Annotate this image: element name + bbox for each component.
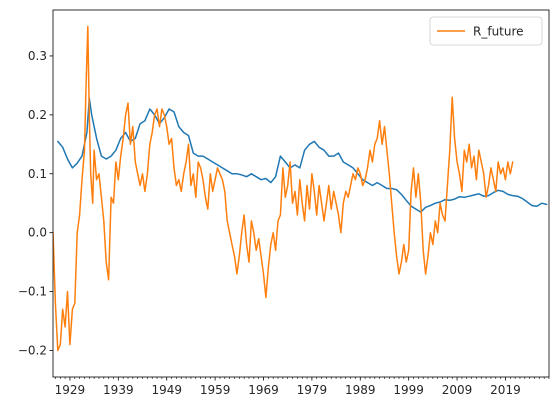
- x-tick-label: 1959: [200, 383, 231, 397]
- y-tick-label: −0.2: [18, 343, 47, 357]
- x-tick-label: 2019: [490, 383, 521, 397]
- x-tick-label: 1939: [103, 383, 134, 397]
- legend-label-r-future: R_future: [473, 25, 524, 39]
- x-tick-label: 1979: [297, 383, 328, 397]
- series-layer: [53, 25, 548, 352]
- x-tick-label: 1989: [345, 383, 376, 397]
- y-tick-label: −0.1: [18, 285, 47, 299]
- x-tick-label: 1999: [393, 383, 424, 397]
- y-tick-label: 0.1: [28, 167, 47, 181]
- x-tick-label: 1969: [248, 383, 279, 397]
- legend: R_future: [429, 16, 543, 46]
- x-tick-label: 2009: [442, 383, 473, 397]
- series-line-r-future: [53, 25, 514, 352]
- x-tick-label: 1929: [55, 383, 86, 397]
- series-line-1: [57, 97, 548, 213]
- axes-frame: [52, 9, 550, 378]
- y-tick-label: 0.2: [28, 108, 47, 122]
- x-tick-label: 1949: [151, 383, 182, 397]
- x-axis: 1929 1939 1949 1959 1969 1979 1989 1999 2009 2019: [55, 377, 550, 397]
- y-tick-label: 0.0: [28, 226, 47, 240]
- y-axis: −0.2 −0.1 0.0 0.1 0.2 0.3: [18, 49, 53, 357]
- y-tick-label: 0.3: [28, 49, 47, 63]
- legend-box: [429, 16, 543, 46]
